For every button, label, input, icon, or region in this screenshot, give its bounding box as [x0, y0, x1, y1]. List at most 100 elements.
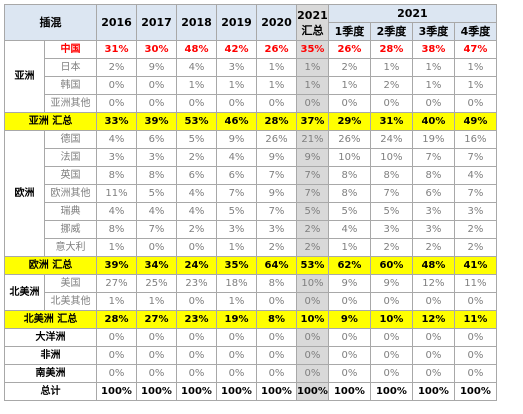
country-label: 亚洲其他 — [44, 94, 97, 113]
value-cell: 21% — [296, 130, 329, 149]
value-cell: 2% — [411, 238, 455, 257]
value-cell: 28% — [96, 310, 137, 329]
value-cell: 3% — [256, 220, 297, 239]
value-cell: 53% — [176, 112, 217, 131]
year-header: 2016 — [96, 4, 137, 41]
quarter-header: 4季度 — [453, 22, 497, 41]
value-cell: 1% — [136, 292, 177, 311]
value-cell: 1% — [327, 238, 371, 257]
country-label: 法国 — [44, 148, 97, 167]
year-header: 2019 — [216, 4, 257, 41]
value-cell: 28% — [256, 112, 297, 131]
value-cell: 23% — [176, 274, 217, 293]
value-cell: 5% — [176, 130, 217, 149]
value-cell: 3% — [216, 220, 257, 239]
value-cell: 0% — [369, 328, 413, 347]
value-cell: 26% — [327, 40, 371, 59]
corner-label: 插混 — [4, 4, 97, 41]
value-cell: 26% — [327, 130, 371, 149]
country-label: 中国 — [44, 40, 97, 59]
value-cell: 0% — [96, 328, 137, 347]
value-cell: 100% — [96, 382, 137, 401]
region-label: 南美洲 — [4, 364, 97, 383]
value-cell: 6% — [176, 166, 217, 185]
value-cell: 0% — [176, 328, 217, 347]
value-cell: 0% — [327, 346, 371, 365]
value-cell: 8% — [369, 166, 413, 185]
value-cell: 26% — [256, 130, 297, 149]
value-cell: 4% — [216, 148, 257, 167]
value-cell: 0% — [256, 94, 297, 113]
value-cell: 4% — [96, 202, 137, 221]
table-header-row: 1季度 2季度 3季度 4季度 — [5, 22, 497, 41]
country-label: 欧洲其他 — [44, 184, 97, 203]
value-cell: 23% — [176, 310, 217, 329]
value-cell: 29% — [327, 112, 371, 131]
value-cell: 4% — [176, 202, 217, 221]
value-cell: 5% — [327, 202, 371, 221]
value-cell: 11% — [96, 184, 137, 203]
table-row: 北美洲 美国 27% 25% 23% 18% 8% 10% 9% 9% 12% 11% — [4, 274, 497, 311]
quarter-header: 1季度 — [327, 22, 371, 41]
value-cell: 9% — [256, 148, 297, 167]
value-cell: 11% — [453, 310, 497, 329]
value-cell: 0% — [216, 94, 257, 113]
country-label: 北美其他 — [44, 292, 97, 311]
value-cell: 8% — [327, 184, 371, 203]
value-cell: 3% — [369, 220, 413, 239]
value-cell: 100% — [136, 382, 177, 401]
value-cell: 0% — [296, 328, 329, 347]
value-cell: 100% — [296, 382, 329, 401]
table-row: 韩国 0% 0% 1% 1% 1% 1% 1% 2% 1% 1% — [5, 76, 497, 95]
value-cell: 11% — [453, 274, 497, 293]
value-cell: 0% — [176, 238, 217, 257]
value-cell: 2% — [96, 58, 137, 77]
country-label: 美国 — [44, 274, 97, 293]
value-cell: 7% — [256, 202, 297, 221]
value-cell: 0% — [176, 364, 217, 383]
value-cell: 1% — [411, 58, 455, 77]
value-cell: 1% — [176, 76, 217, 95]
year-header: 2018 — [176, 4, 217, 41]
value-cell: 1% — [96, 238, 137, 257]
value-cell: 0% — [453, 346, 497, 365]
value-cell: 2% — [296, 238, 329, 257]
quarter-header: 3季度 — [411, 22, 455, 41]
value-cell: 0% — [327, 364, 371, 383]
value-cell: 0% — [96, 76, 137, 95]
value-cell: 3% — [136, 148, 177, 167]
value-cell: 24% — [369, 130, 413, 149]
value-cell: 0% — [96, 94, 137, 113]
value-cell: 6% — [216, 166, 257, 185]
value-cell: 47% — [453, 40, 497, 59]
value-cell: 100% — [256, 382, 297, 401]
value-cell: 100% — [176, 382, 217, 401]
value-cell: 2% — [453, 220, 497, 239]
value-cell: 8% — [411, 166, 455, 185]
value-cell: 0% — [327, 292, 371, 311]
value-cell: 0% — [216, 346, 257, 365]
value-cell: 0% — [216, 364, 257, 383]
table-row: 南美洲 0% 0% 0% 0% 0% 0% 0% 0% 0% 0% — [4, 364, 497, 383]
value-cell: 60% — [369, 256, 413, 275]
value-cell: 0% — [411, 328, 455, 347]
value-cell: 5% — [369, 202, 413, 221]
value-cell: 0% — [411, 346, 455, 365]
value-cell: 0% — [216, 328, 257, 347]
value-cell: 8% — [256, 274, 297, 293]
value-cell: 7% — [453, 184, 497, 203]
value-cell: 8% — [96, 166, 137, 185]
value-cell: 7% — [411, 148, 455, 167]
value-cell: 3% — [453, 202, 497, 221]
value-cell: 0% — [369, 364, 413, 383]
value-cell: 4% — [136, 202, 177, 221]
value-cell: 40% — [411, 112, 455, 131]
value-cell: 4% — [176, 184, 217, 203]
value-cell: 12% — [411, 274, 455, 293]
table-row: 法国 3% 3% 2% 4% 9% 9% 10% 10% 7% 7% — [5, 148, 497, 167]
table-row: 挪威 8% 7% 2% 3% 3% 2% 4% 3% 3% 2% — [5, 220, 497, 239]
value-cell: 0% — [176, 346, 217, 365]
value-cell: 1% — [96, 292, 137, 311]
value-cell: 1% — [256, 76, 297, 95]
value-cell: 0% — [411, 292, 455, 311]
